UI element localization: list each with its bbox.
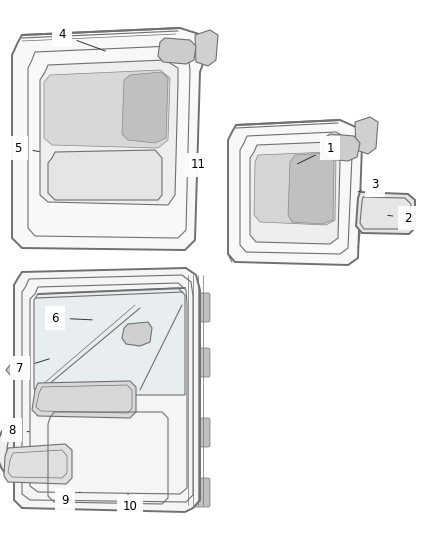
Text: 10: 10 bbox=[123, 494, 138, 513]
Polygon shape bbox=[158, 38, 196, 64]
Text: 3: 3 bbox=[358, 179, 379, 192]
Text: 5: 5 bbox=[14, 141, 39, 155]
Circle shape bbox=[70, 137, 146, 213]
Circle shape bbox=[96, 163, 120, 187]
Polygon shape bbox=[322, 134, 360, 161]
Circle shape bbox=[25, 147, 35, 157]
Circle shape bbox=[132, 326, 144, 338]
Text: 7: 7 bbox=[16, 359, 49, 375]
Text: 6: 6 bbox=[51, 311, 92, 325]
Polygon shape bbox=[32, 381, 136, 418]
Polygon shape bbox=[44, 70, 170, 148]
FancyBboxPatch shape bbox=[186, 293, 210, 322]
Circle shape bbox=[354, 188, 362, 196]
Text: 11: 11 bbox=[190, 158, 205, 174]
Polygon shape bbox=[355, 117, 378, 154]
Text: 1: 1 bbox=[297, 141, 334, 164]
Circle shape bbox=[128, 322, 148, 342]
Polygon shape bbox=[122, 72, 168, 143]
Circle shape bbox=[0, 412, 73, 488]
Polygon shape bbox=[254, 152, 336, 225]
Text: 9: 9 bbox=[61, 492, 80, 506]
Polygon shape bbox=[6, 360, 28, 378]
Polygon shape bbox=[122, 322, 152, 346]
Polygon shape bbox=[12, 28, 205, 250]
Polygon shape bbox=[228, 120, 362, 265]
Polygon shape bbox=[4, 444, 72, 484]
Polygon shape bbox=[48, 150, 162, 200]
Circle shape bbox=[123, 489, 133, 499]
Polygon shape bbox=[250, 142, 340, 244]
Circle shape bbox=[339, 143, 349, 153]
Text: 8: 8 bbox=[8, 424, 29, 437]
FancyBboxPatch shape bbox=[186, 348, 210, 377]
Polygon shape bbox=[34, 288, 185, 395]
Circle shape bbox=[75, 487, 85, 497]
FancyBboxPatch shape bbox=[186, 478, 210, 507]
Circle shape bbox=[174, 45, 186, 57]
Polygon shape bbox=[14, 268, 200, 512]
Polygon shape bbox=[195, 30, 218, 66]
Polygon shape bbox=[356, 192, 415, 234]
Polygon shape bbox=[40, 60, 178, 205]
Circle shape bbox=[184, 172, 192, 180]
Text: 4: 4 bbox=[58, 28, 106, 51]
Circle shape bbox=[56, 403, 160, 507]
Polygon shape bbox=[288, 153, 334, 224]
Circle shape bbox=[23, 438, 47, 462]
Text: 2: 2 bbox=[388, 212, 412, 224]
Circle shape bbox=[92, 439, 124, 471]
FancyBboxPatch shape bbox=[186, 418, 210, 447]
